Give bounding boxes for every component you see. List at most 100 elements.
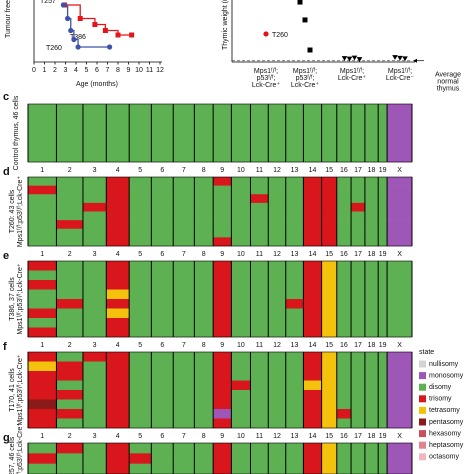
marker (397, 55, 403, 61)
legend-label: octasomy (429, 454, 459, 461)
heatmap-cell (250, 194, 269, 204)
heatmap-cell (303, 453, 322, 464)
heatmap-cell (378, 194, 388, 204)
heatmap-cell (351, 409, 365, 419)
heatmap-cell (28, 237, 57, 247)
heatmap-cell (364, 327, 379, 338)
marker (60, 2, 66, 8)
chromosome-label: 1 (40, 433, 44, 440)
heatmap-cell (213, 418, 232, 429)
heatmap-cell (151, 237, 174, 247)
legend-swatch (419, 372, 426, 380)
heatmap-cell (194, 399, 214, 410)
heatmap-cell (56, 280, 83, 290)
heatmap-cell (378, 118, 388, 134)
heatmap-cell (173, 409, 195, 419)
heatmap-cell (56, 270, 83, 281)
chromosome-label: 17 (354, 342, 362, 349)
heatmap-cell (285, 352, 304, 362)
heatmap-cell (106, 399, 130, 410)
heatmap-cell (129, 280, 152, 290)
heatmap-cell (387, 185, 412, 195)
heatmap-cell (336, 104, 352, 119)
heatmap-cell (336, 185, 352, 195)
heatmap-cell (336, 371, 352, 381)
heatmap-cell (321, 453, 337, 464)
heatmap-cell (303, 147, 322, 163)
x-tick-label: 8 (116, 67, 120, 74)
heatmap-cell (82, 237, 107, 247)
heatmap-cell (387, 308, 412, 319)
heatmap-cell (194, 299, 214, 309)
heatmap-cell (321, 118, 337, 134)
heatmap-cell (336, 177, 352, 186)
heatmap-cell (250, 390, 269, 400)
heatmap-cell (173, 299, 195, 309)
heatmap-cell (250, 261, 269, 271)
legend-label: heptasomy (429, 442, 464, 449)
heatmap-cell (56, 211, 83, 221)
heatmap-cell (82, 177, 107, 186)
heatmap-cell (231, 299, 251, 309)
chromosome-label: 11 (256, 251, 263, 258)
heatmap-cell (82, 147, 107, 163)
heatmap-cell (106, 202, 130, 212)
heatmap-cell (321, 463, 337, 474)
heatmap-cell (28, 261, 57, 271)
heatmap-cell (129, 118, 152, 134)
legend-title: state (419, 349, 434, 356)
heatmap-cell (28, 418, 57, 429)
heatmap-cell (82, 361, 107, 372)
heatmap-cell (336, 380, 352, 391)
heatmap-cell (378, 318, 388, 328)
heatmap-cell (303, 177, 322, 186)
heatmap-cell (129, 220, 152, 230)
heatmap-cell (106, 289, 130, 300)
x-tick-label: Lck-Cre⁺ (338, 75, 367, 82)
heatmap-cell (285, 380, 304, 391)
heatmap-cell (378, 380, 388, 391)
heatmap-cell (173, 463, 195, 474)
legend-label: hexasomy (429, 430, 461, 437)
marker (346, 56, 353, 62)
heatmap-cell (129, 202, 152, 212)
legend-label: pentasomy (429, 419, 464, 426)
marker (92, 22, 98, 27)
chromosome-label: 18 (368, 251, 376, 258)
heatmap-cell (194, 270, 214, 281)
heatmap-cell (303, 409, 322, 419)
heatmap-cell (303, 211, 322, 221)
heatmap-cell (173, 371, 195, 381)
heatmap-cell (250, 318, 269, 328)
heatmap-cell (268, 237, 286, 247)
heatmap-cell (378, 443, 388, 454)
heatmap-cell (387, 261, 412, 271)
heatmap-cell (303, 202, 322, 212)
heatmap-cell (56, 299, 83, 309)
heatmap-cell (213, 177, 232, 186)
heatmap-cell (250, 177, 269, 186)
heatmap-cell (321, 409, 337, 419)
heatmap-cell (351, 390, 365, 400)
heatmap-cell (378, 361, 388, 372)
heatmap-cell (129, 418, 152, 429)
heatmap-cell (321, 220, 337, 230)
heatmap-cell (28, 443, 57, 454)
heatmap-cell (321, 371, 337, 381)
heatmap-cell (336, 270, 352, 281)
panel-frame (27, 442, 413, 474)
heatmap-cell (82, 104, 107, 119)
heatmap-cell (231, 147, 251, 163)
heatmap-cell (231, 409, 251, 419)
x-tick-label: 3 (64, 67, 68, 74)
heatmap-cell (321, 104, 337, 119)
panel-label: Mps1ᶠ/ᶠ;p53ᶠ/ᶠ;Lck-Cre⁺ (17, 423, 24, 474)
panel-label: T260: 43 cells (9, 189, 16, 233)
heatmap-cell (364, 352, 379, 362)
legend-label: trisomy (429, 396, 452, 403)
heatmap-cell (387, 399, 412, 410)
heatmap-cell (82, 443, 107, 454)
heatmap-cell (378, 280, 388, 290)
heatmap-cell (351, 318, 365, 328)
